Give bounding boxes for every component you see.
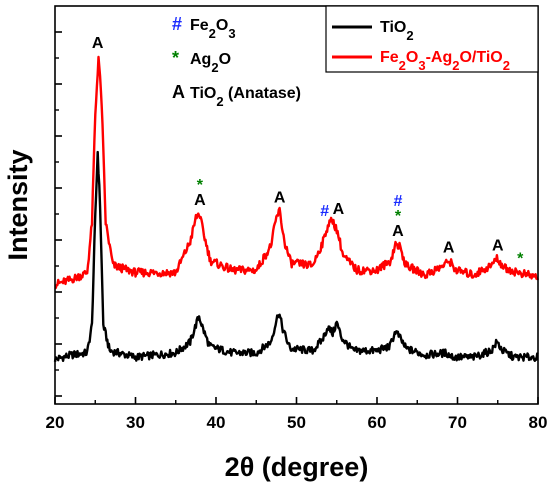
label-part: 2 <box>209 26 216 41</box>
label-part: 3 <box>228 26 235 41</box>
label-part: 2 <box>452 58 459 73</box>
peak-marker-label: A <box>274 190 286 207</box>
phase-key-label: TiO2 (Anatase) <box>190 85 301 109</box>
x-tick-label: 70 <box>448 413 467 432</box>
peak-marker-label: A <box>194 192 206 209</box>
label-part: Ag <box>190 51 211 68</box>
peak-marker-label: A <box>92 35 104 52</box>
series-layer <box>53 55 540 363</box>
peak-marker-layer: AA*A# AA*#A A* <box>92 35 524 268</box>
label-part: Fe <box>380 49 399 66</box>
series-line <box>54 55 540 290</box>
peak-marker-label: * <box>517 251 524 268</box>
peak-marker-label: # <box>320 203 329 220</box>
label-part: O <box>406 49 418 66</box>
peak-marker-label: # <box>393 193 402 210</box>
x-tick-label: 20 <box>46 413 65 432</box>
label-part: O/TiO <box>459 49 502 66</box>
peak-marker-label: A <box>492 237 504 254</box>
peak-marker-label: A <box>443 240 455 257</box>
label-part: 2 <box>211 60 218 75</box>
series-line <box>53 150 539 363</box>
x-tick-label: 30 <box>126 413 145 432</box>
x-axis-ticks: 20 30 40 50 60 70 80 <box>46 397 548 432</box>
plot-area: AA*A# AA*#A A* 20 30 40 50 60 70 80 <box>46 5 548 432</box>
legend-label: Fe2O3-Ag2O/TiO2 <box>380 49 510 73</box>
label-part: (Anatase) <box>224 85 301 102</box>
peak-marker-label: * <box>197 177 204 194</box>
label-part: 2 <box>399 58 406 73</box>
peak-marker-label: A <box>392 223 404 240</box>
x-tick-label: 60 <box>368 413 387 432</box>
legend-box <box>325 5 539 73</box>
phase-key-symbol: * <box>172 48 179 68</box>
peak-marker-label: * <box>395 208 402 225</box>
peak-marker-label: A <box>333 201 345 218</box>
y-axis-label: Intensity <box>3 149 33 260</box>
label-part: 2 <box>406 28 413 43</box>
label-part: TiO <box>380 19 406 36</box>
x-tick-label: 50 <box>287 413 306 432</box>
x-axis-label: 2θ (degree) <box>225 452 369 482</box>
label-part: TiO <box>190 85 216 102</box>
label-part: 3 <box>418 58 425 73</box>
label-part: -Ag <box>426 49 453 66</box>
label-part: 2 <box>216 94 223 109</box>
phase-key-label: Ag2O <box>190 51 231 75</box>
phase-key-label: Fe2O3 <box>190 17 236 41</box>
label-part: O <box>219 51 231 68</box>
x-tick-label: 40 <box>207 413 226 432</box>
label-part: O <box>216 17 228 34</box>
phase-key-symbol: # <box>172 14 182 34</box>
label-part: Fe <box>190 17 209 34</box>
legend-label: TiO2 <box>380 19 414 43</box>
y-axis-ticks <box>55 31 62 397</box>
x-tick-label: 80 <box>529 413 548 432</box>
phase-key-symbol: A <box>172 82 185 102</box>
label-part: 2 <box>503 58 510 73</box>
